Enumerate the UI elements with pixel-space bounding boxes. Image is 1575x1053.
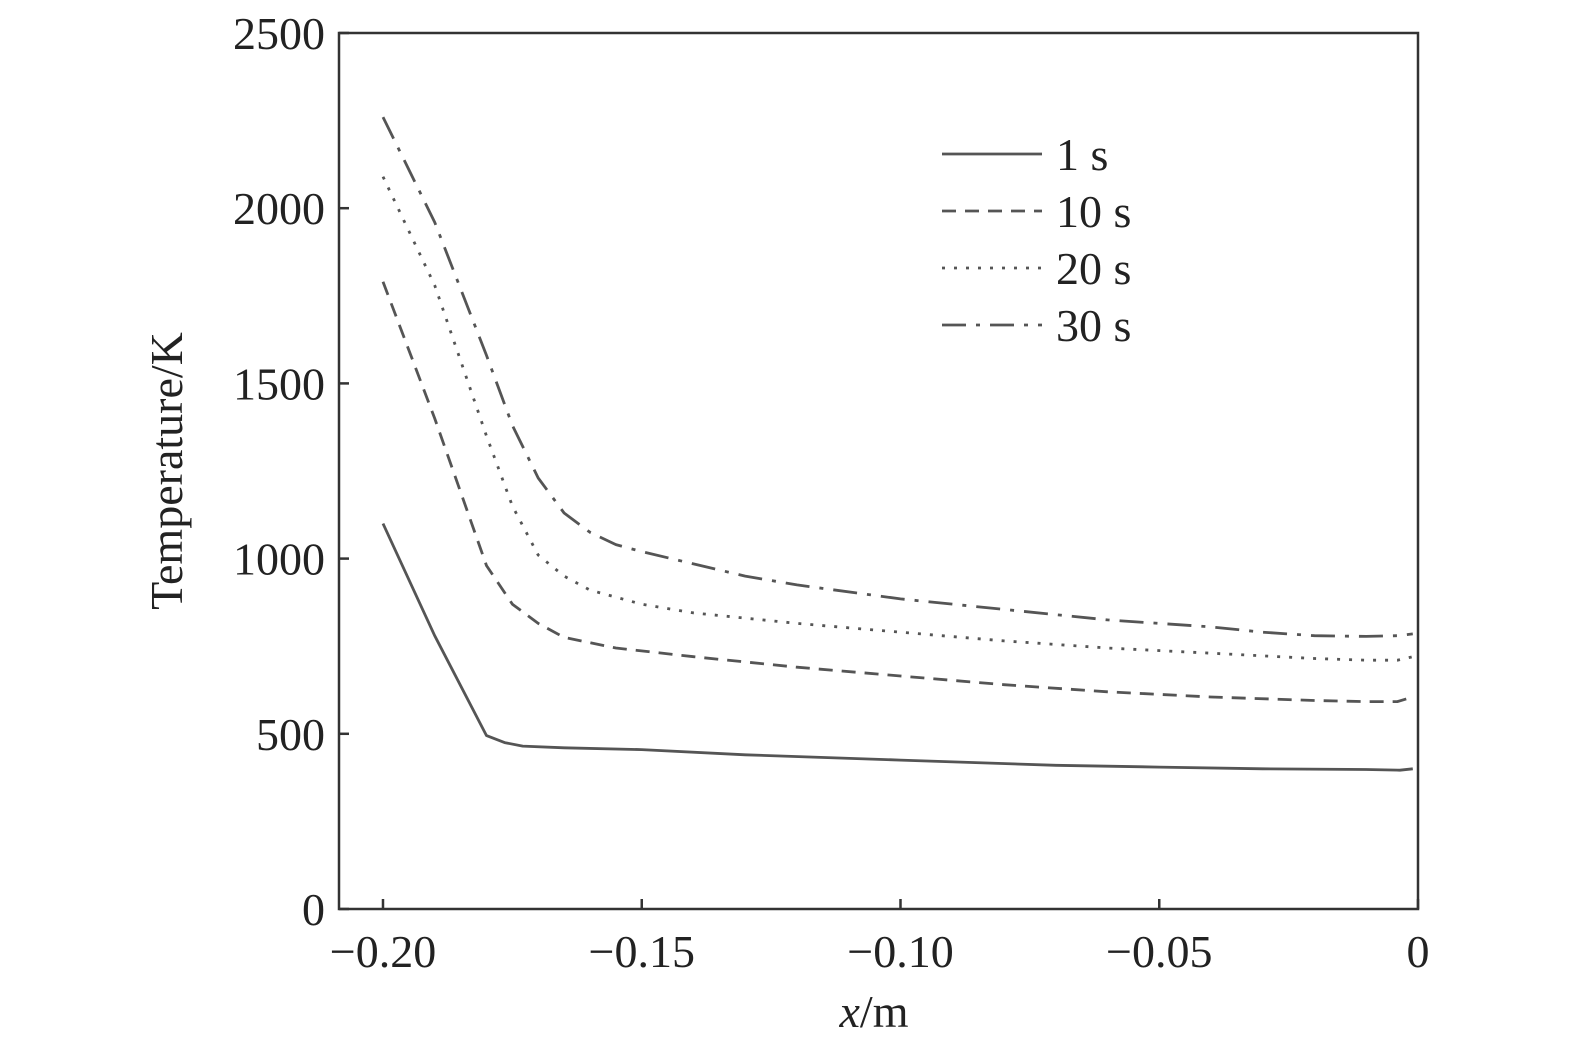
series-line-4: [381, 116, 1413, 638]
y-tick-label: 2500: [233, 8, 325, 59]
x-tick-label: −0.15: [589, 926, 695, 977]
y-tick-label: 1000: [233, 534, 325, 585]
x-tick-label: −0.05: [1106, 926, 1212, 977]
legend-label-3: 20 s: [1056, 243, 1131, 294]
legend-label-4: 30 s: [1056, 300, 1131, 351]
tick-labels: −0.20 −0.15 −0.10 −0.05 0 0 500 1000 1500 2000 250…: [233, 8, 1430, 977]
series-line-1: [381, 523, 1413, 772]
y-tick-label: 1500: [233, 358, 325, 409]
y-tick-label: 0: [302, 884, 325, 935]
y-tick-label: 500: [256, 709, 325, 760]
y-tick-label: 2000: [233, 183, 325, 234]
axis-ticks: [339, 31, 1420, 911]
series-line-2: [381, 281, 1414, 703]
x-tick-label: 0: [1407, 926, 1430, 977]
y-axis-label: Temperature/K: [141, 332, 192, 610]
legend-label-1: 1 s: [1056, 129, 1108, 180]
x-axis-label-symbol: x: [839, 986, 861, 1037]
plot-frame: [337, 31, 1420, 911]
legend: 1 s 10 s 20 s 30 s: [942, 129, 1131, 351]
legend-label-2: 10 s: [1056, 186, 1131, 237]
series-lines: [381, 116, 1414, 772]
x-tick-label: −0.10: [847, 926, 953, 977]
x-axis-label: x/m: [839, 986, 909, 1037]
x-axis-label-unit: /m: [860, 986, 909, 1037]
series-line-3: [381, 176, 1414, 662]
x-tick-label: −0.20: [330, 926, 436, 977]
